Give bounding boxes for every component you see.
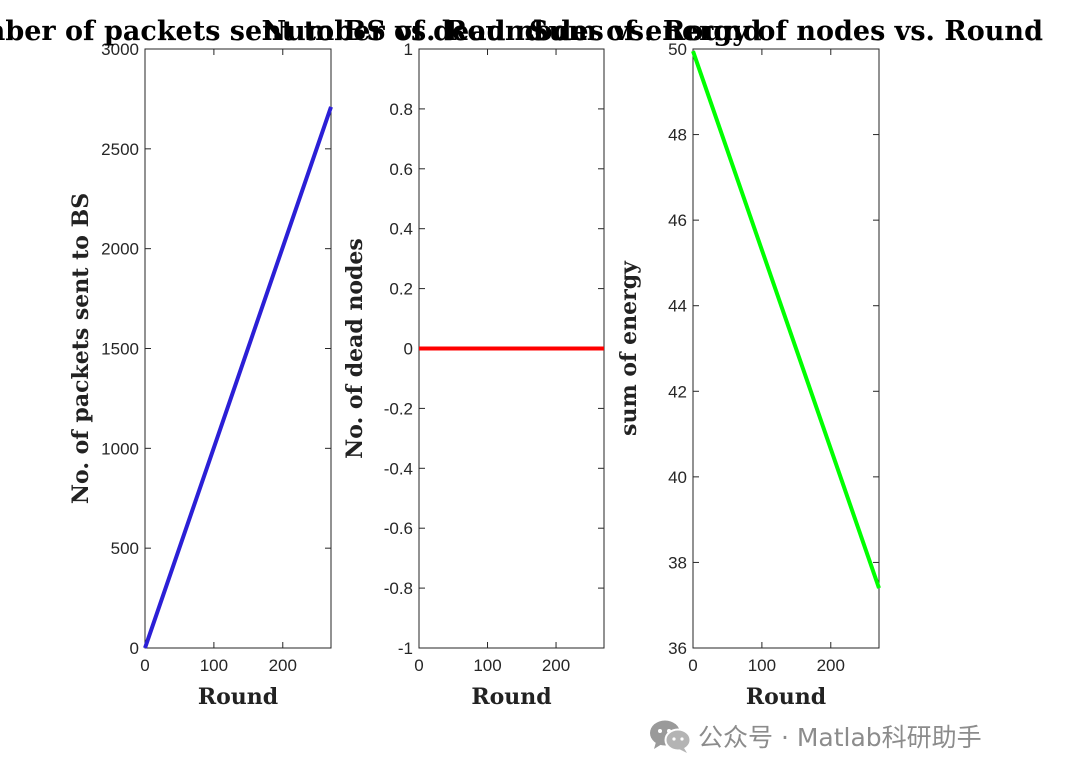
y-tick-label-dead-nodes: 0.2 (389, 280, 413, 299)
y-axis-label-packets: No. of packets sent to BS (68, 193, 94, 504)
y-tick-label-dead-nodes: -0.8 (384, 579, 413, 598)
watermark-text: 公众号 · Matlab科研助手 (698, 723, 982, 752)
axes-box-packets (144, 48, 332, 649)
y-tick-label-energy: 38 (668, 553, 687, 572)
x-tick-label-energy: 200 (817, 656, 845, 675)
watermark: 公众号 · Matlab科研助手 (648, 716, 982, 756)
x-tick-label-dead-nodes: 0 (414, 656, 423, 675)
y-tick-label-packets: 2000 (101, 240, 139, 259)
y-tick-label-dead-nodes: 0.6 (389, 160, 413, 179)
y-tick-label-packets: 500 (111, 539, 139, 558)
y-axis-label-dead-nodes: No. of dead nodes (342, 238, 368, 459)
x-axis-label-packets: Round (198, 684, 278, 710)
y-tick-label-packets: 1000 (101, 439, 139, 458)
y-tick-label-dead-nodes: -0.2 (384, 399, 413, 418)
x-tick-label-packets: 0 (140, 656, 149, 675)
y-tick-label-packets: 2500 (101, 140, 139, 159)
subplot-packets: 0 100 200050010001500200025003000RoundNo. … (68, 40, 333, 710)
chart-title-dead-nodes: Number of dead nodes vs. Round (262, 16, 762, 47)
y-tick-label-energy: 42 (668, 382, 687, 401)
x-tick-label-dead-nodes: 100 (473, 656, 501, 675)
y-tick-label-dead-nodes: 0 (404, 340, 413, 359)
x-tick-label-packets: 100 (200, 656, 228, 675)
y-tick-label-dead-nodes: 0.4 (389, 220, 413, 239)
y-tick-label-dead-nodes: -0.4 (384, 459, 413, 478)
y-tick-label-energy: 48 (668, 126, 687, 145)
y-axis-label-energy: sum of energy (616, 260, 642, 436)
subplot-energy: 0 100 200 36 38 40 42 44 46 48 50 Round sum of energ… (616, 40, 881, 710)
subplot-dead-nodes: 0 100 200 -1 -0.8 -0.6 -0.4 -0.2 0 0.2 0.4 0.6 0.8 1 R… (342, 40, 605, 710)
y-tick-label-energy: 40 (668, 468, 687, 487)
y-tick-label-dead-nodes: -0.6 (384, 519, 413, 538)
y-tick-label-energy: 36 (668, 639, 687, 658)
x-tick-label-packets: 200 (269, 656, 297, 675)
x-tick-label-energy: 100 (748, 656, 776, 675)
y-tick-label-dead-nodes: 0.8 (389, 100, 413, 119)
subplot-titles: Number of packets sent to BS vs. RoundNu… (0, 16, 1043, 47)
chart-title-packets: Number of packets sent to BS vs. Round (0, 16, 544, 47)
series-line-energy (691, 50, 881, 589)
x-axis-label-dead-nodes: Round (471, 684, 551, 710)
y-tick-label-energy: 50 (668, 40, 687, 59)
x-axis-label-energy: Round (746, 684, 826, 710)
series-line-packets (143, 106, 333, 649)
y-tick-label-energy: 44 (668, 297, 687, 316)
wechat-icon (650, 720, 692, 753)
axes-box-energy (692, 48, 880, 649)
subplots: 0 100 200050010001500200025003000RoundNo. … (68, 40, 881, 710)
y-tick-label-dead-nodes: -1 (398, 639, 413, 658)
x-tick-label-energy: 0 (688, 656, 697, 675)
y-tick-label-dead-nodes: 1 (404, 40, 413, 59)
y-tick-label-packets: 1500 (101, 340, 139, 359)
chart-title-energy: Sum of energy of nodes vs. Round (529, 16, 1043, 47)
y-tick-label-packets: 3000 (101, 40, 139, 59)
x-tick-label-dead-nodes: 200 (542, 656, 570, 675)
y-tick-label-packets: 0 (130, 639, 139, 658)
y-tick-label-energy: 46 (668, 211, 687, 230)
